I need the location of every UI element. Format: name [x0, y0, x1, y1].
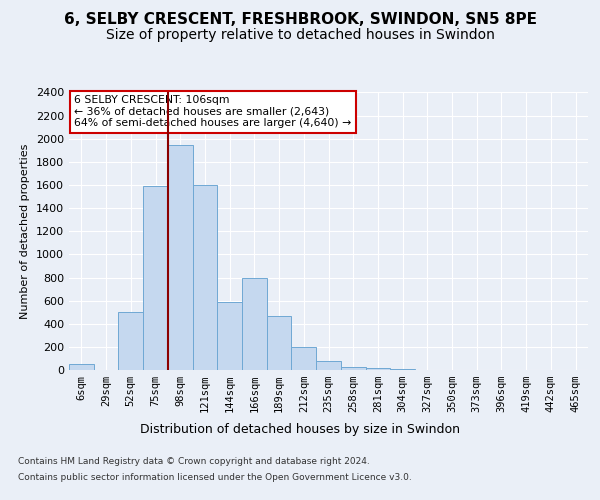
Text: Contains public sector information licensed under the Open Government Licence v3: Contains public sector information licen… — [18, 472, 412, 482]
Bar — [267, 316, 292, 370]
Text: Distribution of detached houses by size in Swindon: Distribution of detached houses by size … — [140, 422, 460, 436]
Bar — [316, 361, 341, 370]
Text: 6, SELBY CRESCENT, FRESHBROOK, SWINDON, SN5 8PE: 6, SELBY CRESCENT, FRESHBROOK, SWINDON, … — [64, 12, 536, 28]
Text: 6 SELBY CRESCENT: 106sqm
← 36% of detached houses are smaller (2,643)
64% of sem: 6 SELBY CRESCENT: 106sqm ← 36% of detach… — [74, 96, 352, 128]
Bar — [217, 302, 242, 370]
Y-axis label: Number of detached properties: Number of detached properties — [20, 144, 31, 319]
Bar — [242, 278, 267, 370]
Text: Size of property relative to detached houses in Swindon: Size of property relative to detached ho… — [106, 28, 494, 42]
Bar — [69, 364, 94, 370]
Text: Contains HM Land Registry data © Crown copyright and database right 2024.: Contains HM Land Registry data © Crown c… — [18, 458, 370, 466]
Bar — [292, 347, 316, 370]
Bar — [193, 185, 217, 370]
Bar — [118, 312, 143, 370]
Bar — [341, 367, 365, 370]
Bar — [365, 368, 390, 370]
Bar — [168, 144, 193, 370]
Bar — [143, 186, 168, 370]
Bar — [390, 369, 415, 370]
